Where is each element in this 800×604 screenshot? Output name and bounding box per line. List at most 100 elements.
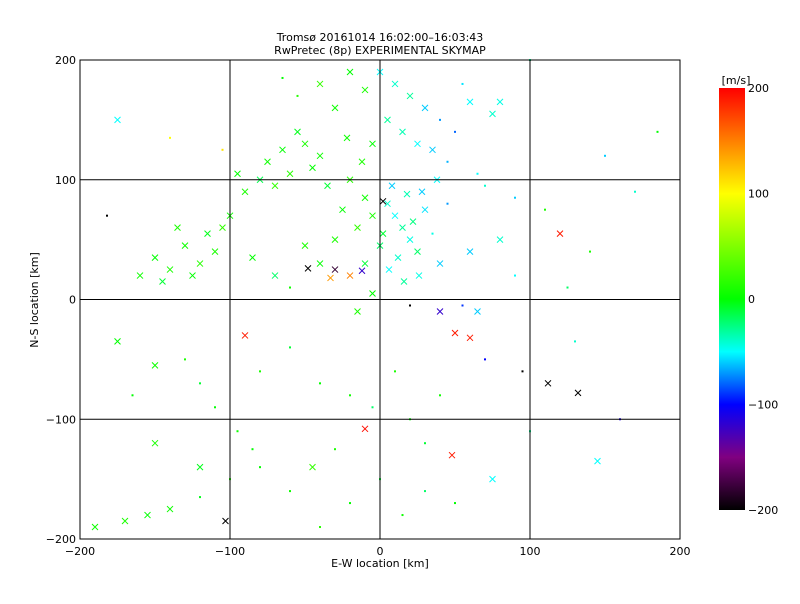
data-point-cross — [234, 170, 241, 178]
colorbar-tick-label: 0 — [748, 293, 755, 306]
data-point-cross — [399, 224, 406, 232]
data-point-cross — [316, 152, 324, 160]
data-point-dot — [349, 394, 351, 397]
colorbar-label: [m/s] — [722, 74, 751, 87]
data-point-cross — [429, 146, 436, 154]
data-point-cross — [394, 254, 402, 261]
data-point-cross — [144, 511, 151, 519]
data-point-cross — [418, 188, 426, 196]
y-tick-label: 100 — [55, 174, 76, 187]
data-point-cross — [406, 236, 414, 243]
data-point-dot — [131, 394, 134, 397]
data-point-dot — [439, 118, 441, 121]
data-point-cross — [211, 248, 219, 255]
data-point-cross — [384, 200, 391, 208]
y-tick-label: 0 — [69, 294, 76, 307]
data-point-cross — [309, 164, 316, 172]
data-point-dot — [199, 496, 201, 499]
data-point-cross — [304, 265, 312, 272]
data-point-dot — [446, 160, 449, 163]
data-point-cross — [271, 182, 279, 190]
data-point-dot — [289, 286, 291, 289]
data-point-cross — [358, 267, 366, 275]
data-point-cross — [331, 236, 339, 243]
data-point-cross — [388, 182, 396, 190]
data-point-cross — [489, 475, 496, 483]
data-point-cross — [196, 463, 204, 471]
plot-frame — [79, 59, 681, 540]
data-point-dot — [259, 370, 261, 373]
data-point-cross — [249, 254, 256, 261]
data-point-cross — [343, 134, 351, 142]
data-point-dot — [184, 358, 186, 361]
data-point-dot — [221, 148, 224, 151]
data-point-cross — [219, 224, 226, 232]
y-tick-label: −100 — [46, 413, 76, 426]
data-point-cross — [391, 212, 399, 220]
data-point-cross — [379, 197, 387, 205]
data-point-dot — [296, 94, 299, 97]
colorbar-tick-label: 200 — [748, 82, 769, 95]
data-point-cross — [174, 224, 181, 232]
data-point-dot — [454, 130, 456, 133]
data-point-cross — [361, 194, 369, 202]
data-point-cross — [474, 308, 481, 315]
data-point-cross — [594, 457, 601, 465]
chart-subtitle: RwPretec (8p) EXPERIMENTAL SKYMAP — [274, 44, 486, 57]
data-point-cross — [222, 517, 229, 525]
data-point-cross — [385, 266, 393, 273]
data-point-cross — [574, 389, 582, 397]
data-point-dot — [401, 514, 404, 517]
data-point-dot — [259, 466, 261, 469]
grid-lines — [80, 60, 680, 539]
data-point-dot — [409, 304, 411, 307]
data-point-dot — [431, 232, 434, 235]
data-point-cross — [361, 86, 369, 94]
data-point-dot — [514, 274, 516, 277]
x-tick-label: 100 — [520, 545, 541, 558]
data-point-dot — [544, 208, 546, 211]
data-point-cross — [241, 332, 249, 339]
y-tick-label: 200 — [55, 54, 76, 67]
data-point-cross — [136, 272, 144, 279]
data-point-dot — [319, 526, 321, 529]
colorbar-tick-label: −100 — [748, 399, 778, 412]
data-point-cross — [331, 104, 339, 112]
data-point-dot — [461, 304, 464, 307]
data-point-cross — [544, 379, 552, 387]
data-point-cross — [309, 463, 316, 471]
data-point-cross — [301, 140, 309, 148]
colorbar-ticks: 200 100 0 −100 −200 — [748, 82, 778, 517]
data-point-cross — [91, 523, 99, 531]
data-point-dot — [446, 202, 449, 205]
data-point-cross — [466, 334, 474, 342]
data-point-cross — [241, 188, 249, 196]
data-point-cross — [414, 140, 421, 148]
y-tick-label: −200 — [46, 533, 76, 546]
data-point-cross — [489, 110, 496, 118]
data-point-cross — [166, 505, 174, 513]
data-point-cross — [189, 272, 196, 279]
data-point-cross — [316, 260, 324, 267]
data-point-dot — [214, 406, 216, 409]
data-point-cross — [121, 517, 129, 525]
data-point-cross — [436, 308, 444, 315]
data-point-cross — [114, 116, 121, 124]
colorbar-tick-label: 100 — [748, 188, 769, 201]
data-point-dot — [371, 406, 374, 409]
x-ticks: −200 −100 0 100 200 — [65, 545, 691, 558]
data-point-cross — [151, 254, 159, 261]
data-point-cross — [409, 218, 417, 226]
data-point-cross — [151, 439, 159, 447]
data-point-cross — [159, 278, 166, 285]
data-point-cross — [339, 206, 346, 214]
data-point-cross — [406, 92, 414, 100]
data-point-dot — [604, 154, 606, 157]
data-point-cross — [196, 260, 204, 267]
data-point-dot — [106, 214, 108, 217]
data-point-cross — [436, 260, 444, 267]
data-point-cross — [279, 146, 286, 154]
data-point-cross — [166, 266, 174, 273]
data-point-cross — [379, 230, 387, 237]
